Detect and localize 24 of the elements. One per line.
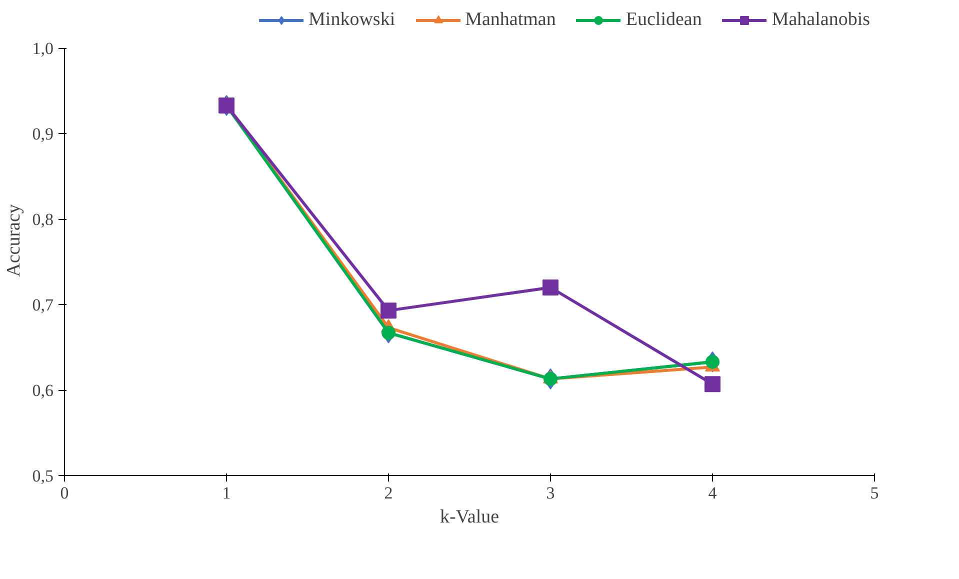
legend-label: Euclidean — [626, 9, 702, 31]
point — [542, 280, 558, 296]
legend-label: Minkowski — [308, 9, 396, 31]
point — [382, 326, 396, 340]
y-tick-label: 0,9 — [32, 124, 54, 144]
x-tick-label: 5 — [870, 484, 879, 502]
x-tick-label: 1 — [222, 484, 231, 502]
y-tick-label: 0,5 — [32, 466, 54, 486]
x-tick-label: 4 — [708, 484, 718, 502]
legend-label: Mahalanobis — [772, 9, 870, 31]
point — [704, 376, 720, 392]
point — [706, 354, 720, 369]
point — [380, 302, 396, 319]
x-tick-label: 2 — [384, 484, 393, 502]
y-tick-label: 0,7 — [32, 296, 54, 315]
x-axis-title: k-Value — [440, 506, 500, 528]
y-axis-title: Accuracy — [3, 204, 24, 277]
x-tick-label: 3 — [546, 484, 555, 502]
point — [544, 372, 558, 386]
y-tick-label: 1,0 — [32, 39, 54, 58]
y-tick-label: 0,6 — [32, 381, 54, 400]
legend-label: Manhatman — [465, 9, 556, 31]
x-tick-label: 0 — [60, 484, 69, 502]
y-tick-label: 0,8 — [32, 210, 54, 230]
